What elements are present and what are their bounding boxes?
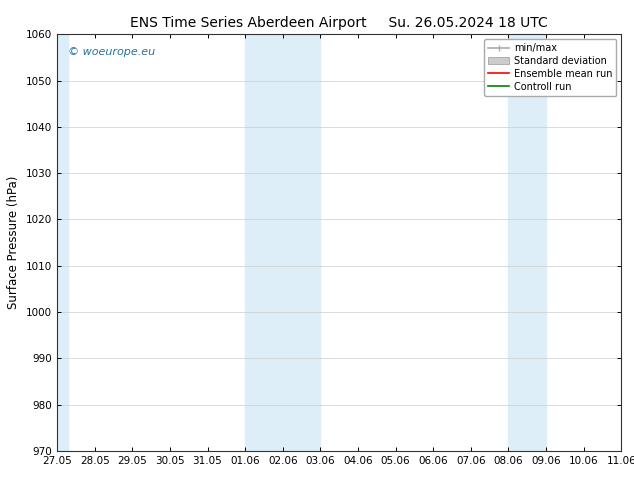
Bar <box>245 34 320 451</box>
Bar <box>508 34 546 451</box>
Text: © woeurope.eu: © woeurope.eu <box>68 47 155 57</box>
Legend: min/max, Standard deviation, Ensemble mean run, Controll run: min/max, Standard deviation, Ensemble me… <box>484 39 616 96</box>
Bar <box>46 34 68 451</box>
Title: ENS Time Series Aberdeen Airport     Su. 26.05.2024 18 UTC: ENS Time Series Aberdeen Airport Su. 26.… <box>131 16 548 30</box>
Y-axis label: Surface Pressure (hPa): Surface Pressure (hPa) <box>8 176 20 309</box>
